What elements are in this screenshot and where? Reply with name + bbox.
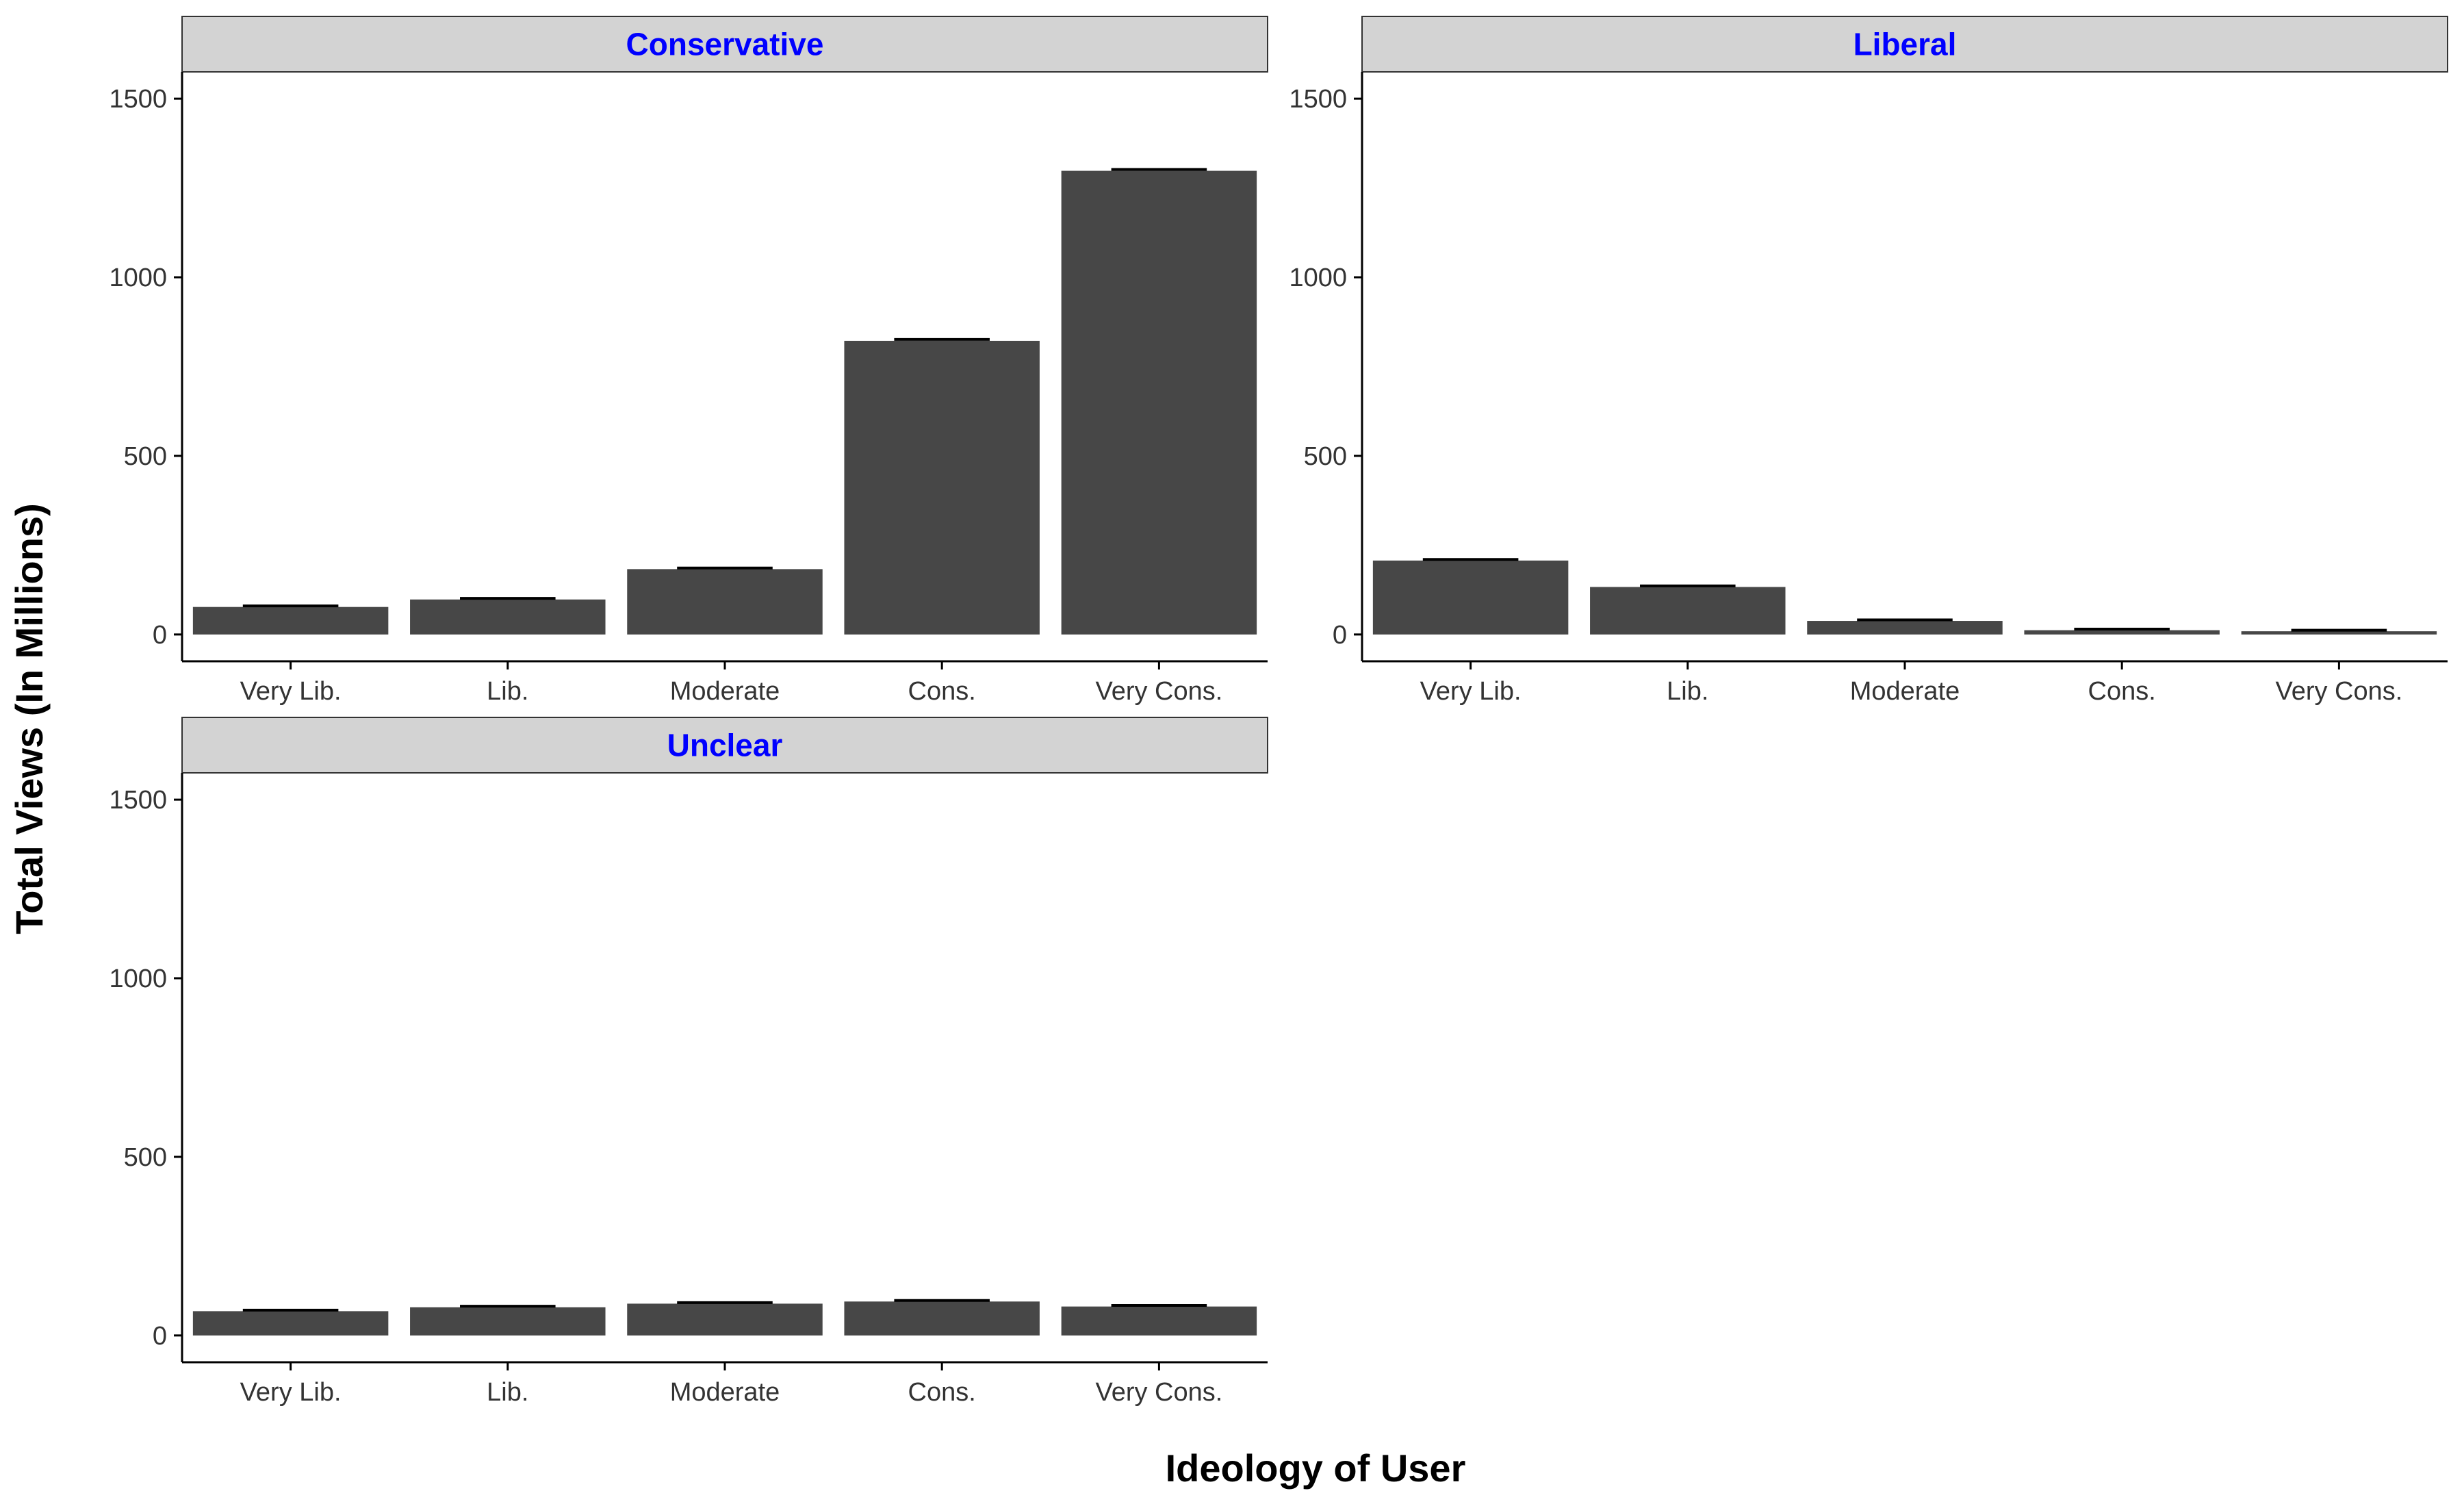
strip-background xyxy=(181,717,1268,774)
bar xyxy=(844,340,1040,635)
y-tick-label: 0 xyxy=(1333,621,1347,650)
bar xyxy=(192,1311,389,1336)
strip-title: Conservative xyxy=(626,27,824,62)
bar xyxy=(1061,1306,1257,1336)
y-tick-label: 500 xyxy=(1304,442,1347,471)
x-tick-label: Cons. xyxy=(908,1378,976,1407)
bar xyxy=(627,569,823,635)
y-tick-label: 1000 xyxy=(1289,264,1347,292)
strip-background xyxy=(1361,16,2448,73)
bar xyxy=(2024,630,2220,635)
x-tick-label: Moderate xyxy=(1850,677,1960,706)
y-tick-label: 1000 xyxy=(109,264,167,292)
bar xyxy=(844,1301,1040,1336)
bar xyxy=(1372,560,1569,635)
facet-panel-unclear: Unclear 0 500 1000 1500 Very Lib. Lib. Moderate… xyxy=(109,717,1268,1407)
y-tick-label: 0 xyxy=(153,1322,167,1351)
x-tick-label: Very Lib. xyxy=(240,677,342,706)
x-tick-label: Cons. xyxy=(908,677,976,706)
x-tick-label: Moderate xyxy=(670,1378,780,1407)
facet-panel-conservative: Conservative 0 500 1000 1500 Very Lib. Lib. Mod… xyxy=(109,16,1268,706)
x-tick-label: Lib. xyxy=(487,677,528,706)
facet-panel-liberal: Liberal 0 500 1000 1500 Very Lib. Lib. Moderate… xyxy=(1289,16,2448,706)
bar xyxy=(410,599,606,635)
x-tick-label: Very Lib. xyxy=(1420,677,1522,706)
facet-panels: Conservative 0 500 1000 1500 Very Lib. Lib. Mod… xyxy=(109,16,2448,1407)
strip-title: Unclear xyxy=(667,728,783,763)
y-tick-label: 1500 xyxy=(109,786,167,815)
y-tick-label: 0 xyxy=(153,621,167,650)
x-tick-label: Very Cons. xyxy=(1095,1378,1222,1407)
x-axis-title: Ideology of User xyxy=(1166,1446,1466,1490)
x-tick-label: Very Lib. xyxy=(240,1378,342,1407)
x-tick-label: Lib. xyxy=(1667,677,1708,706)
bar xyxy=(1807,621,2003,635)
bar xyxy=(2241,631,2437,635)
bar xyxy=(192,607,389,635)
y-tick-label: 1500 xyxy=(1289,85,1347,114)
x-tick-label: Cons. xyxy=(2088,677,2156,706)
x-tick-label: Moderate xyxy=(670,677,780,706)
x-tick-label: Very Cons. xyxy=(2275,677,2402,706)
y-axis-title: Total Views (In Millions) xyxy=(8,503,51,934)
bar xyxy=(627,1303,823,1336)
bar xyxy=(410,1307,606,1336)
x-tick-label: Very Cons. xyxy=(1095,677,1222,706)
bar xyxy=(1061,170,1257,635)
strip-background xyxy=(181,16,1268,73)
y-tick-label: 500 xyxy=(124,442,167,471)
bar xyxy=(1590,587,1786,635)
y-tick-label: 1000 xyxy=(109,965,167,993)
strip-title: Liberal xyxy=(1853,27,1957,62)
y-tick-label: 1500 xyxy=(109,85,167,114)
x-tick-label: Lib. xyxy=(487,1378,528,1407)
y-tick-label: 500 xyxy=(124,1143,167,1172)
